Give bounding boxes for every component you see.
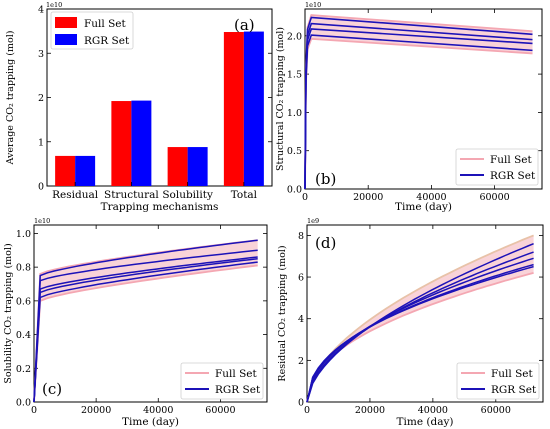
panel-c-xlabel: Time (day) [122,416,179,428]
legend-label-full-set: Full Set [84,18,127,30]
x-category-label: Residual [52,189,99,201]
rgr-set-line [33,257,258,403]
y-tick-label: 0 [38,182,44,193]
full-set-line [33,264,258,403]
x-tick-label: 60000 [481,405,511,416]
bar-rgr-set [131,100,152,186]
legend-label-rgr-set: RGR Set [84,35,130,47]
x-tick-label: 0 [302,192,308,203]
panel-c-line-chart: 0.00.20.40.60.81.00 20000 40000 60000 1e10 … [3,217,268,428]
y-tick-label: 0 [298,398,304,409]
panel-b-label: (b) [315,170,336,188]
x-tick-label: 0 [304,405,310,416]
bar-rgr-set [243,31,264,186]
x-tick-label: 20000 [355,405,385,416]
legend-swatch-rgr-set [55,34,77,45]
y-tick-label: 3 [38,49,44,60]
y-tick-label: 0.0 [287,185,302,196]
panel-c-legend: Full Set RGR Set [180,362,264,400]
y-tick-label: 1.0 [16,229,31,240]
x-tick-label: 60000 [479,192,509,203]
bar-full-set [55,155,76,186]
legend-label-full-set: Full Set [491,368,534,380]
panel-b-line-chart: 0.0 0.5 1.0 1.5 2.0 0 20000 40000 60000 1e10 (b)… [275,1,543,213]
rgr-set-line [304,34,533,190]
y-tick-label: 0.6 [16,296,31,307]
panel-b-xlabel: Time (day) [395,201,452,213]
legend-swatch-full-set [55,17,77,28]
x-tick-label: 0 [31,405,37,416]
panel-d-xlabel: Time (day) [397,416,454,428]
y-tick-label: 1.5 [287,70,302,81]
panel-a-legend: Full Set RGR Set [50,11,134,50]
y-tick-label: 6 [298,273,304,284]
x-tick-label: 60000 [205,405,235,416]
panel-c-exponent: 1e10 [34,217,50,225]
panel-d-ylabel: Residual CO₂ trapping (mol) [277,245,288,381]
y-tick-label: 0.8 [16,263,31,274]
legend-label-full-set: Full Set [490,154,533,166]
rgr-set-line [306,265,534,403]
y-tick-label: 4 [38,5,44,16]
y-tick-label: 0.0 [16,398,31,409]
x-category-label: Structural [104,189,159,201]
x-tick-label: 20000 [353,192,383,203]
x-category-label: Solubility [162,189,213,201]
panel-c-frame [33,224,268,403]
bar-full-set [111,101,132,186]
y-tick-label: 0.5 [287,146,302,157]
panel-a-exponent: 1e10 [46,1,62,9]
panel-d-line-chart: 0 2 4 6 8 0 20000 40000 60000 1e9 (d) Time (day)… [277,217,544,428]
y-tick-label: 2 [38,93,44,104]
rgr-set-line [33,256,258,403]
rgr-set-line [33,249,258,403]
rgr-set-line [306,251,534,403]
panel-b-ylabel: Structural CO₂ trapping (mol) [275,27,286,171]
panel-a-ylabel: Average CO₂ trapping (mol) [5,31,16,166]
y-tick-label: 2.0 [287,31,302,42]
x-category-label: Total [231,189,258,201]
panel-a-bar-chart: 0 1 2 3 4 Residual Structural Solubility Total 1… [5,1,273,213]
rgr-set-line [33,239,258,403]
bar-full-set [167,147,188,186]
full-set-band [311,15,533,54]
y-tick-label: 8 [298,231,304,242]
y-tick-label: 4 [298,314,304,325]
panel-d-label: (d) [315,234,336,252]
panel-d-exponent: 1e9 [307,217,319,225]
legend-label-rgr-set: RGR Set [490,170,536,182]
bar-rgr-set [75,155,96,186]
legend-label-rgr-set: RGR Set [215,384,261,396]
x-tick-label: 40000 [143,405,173,416]
x-tick-label: 40000 [416,192,446,203]
panel-b-legend: Full Set RGR Set [455,148,539,186]
panel-c-label: (c) [42,380,62,398]
panel-a-xlabel: Trapping mechanisms [101,201,219,213]
y-tick-label: 1.0 [287,108,302,119]
y-tick-label: 0.4 [16,330,31,341]
panel-b-exponent: 1e10 [305,1,321,9]
legend-label-full-set: Full Set [215,368,258,380]
legend-label-rgr-set: RGR Set [491,384,537,396]
y-tick-label: 0.2 [16,364,31,375]
full-set-line [306,234,534,403]
panel-c-ylabel: Solubility CO₂ trapping (mol) [3,243,14,383]
rgr-set-line [33,261,258,403]
y-tick-label: 1 [38,137,44,148]
panel-d-legend: Full Set RGR Set [456,362,540,400]
x-tick-label: 40000 [418,405,448,416]
panel-a-label: (a) [234,16,255,34]
bar-rgr-set [187,147,208,186]
x-tick-label: 20000 [81,405,111,416]
bar-full-set [223,32,244,187]
y-tick-label: 2 [298,356,304,367]
panel-d-frame [306,224,544,403]
